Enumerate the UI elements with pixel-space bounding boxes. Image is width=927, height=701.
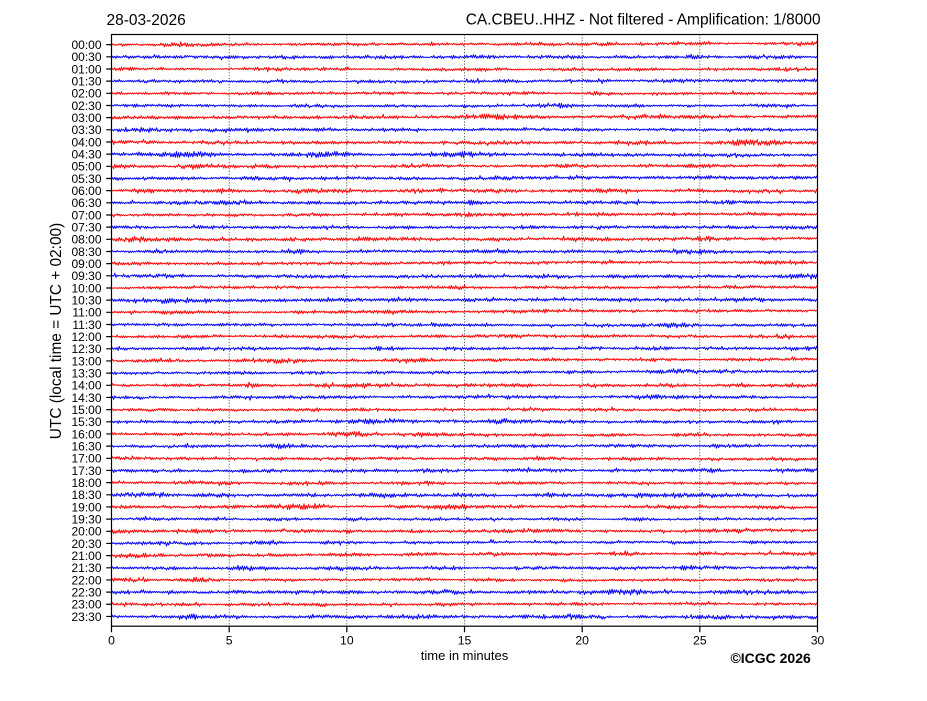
svg-text:13:00: 13:00 (71, 354, 101, 368)
svg-text:time in minutes: time in minutes (421, 648, 509, 663)
svg-text:08:30: 08:30 (71, 245, 101, 259)
svg-text:20:00: 20:00 (71, 525, 101, 539)
svg-text:14:00: 14:00 (71, 379, 101, 393)
svg-text:03:30: 03:30 (71, 123, 101, 137)
svg-text:06:30: 06:30 (71, 196, 101, 210)
svg-text:02:00: 02:00 (71, 87, 101, 101)
svg-text:22:30: 22:30 (71, 585, 101, 599)
svg-text:19:00: 19:00 (71, 500, 101, 514)
svg-text:00:00: 00:00 (71, 38, 101, 52)
svg-text:0: 0 (108, 634, 115, 648)
svg-text:00:30: 00:30 (71, 50, 101, 64)
svg-text:11:00: 11:00 (72, 306, 101, 320)
svg-text:11:30: 11:30 (72, 318, 101, 332)
svg-text:CA.CBEU..HHZ - Not filtered -: CA.CBEU..HHZ - Not filtered - Amplificat… (466, 12, 821, 29)
svg-text:09:00: 09:00 (71, 257, 101, 271)
svg-text:30: 30 (811, 634, 825, 648)
svg-text:06:00: 06:00 (71, 184, 101, 198)
svg-text:02:30: 02:30 (71, 99, 101, 113)
svg-text:09:30: 09:30 (71, 269, 101, 283)
svg-text:28-03-2026: 28-03-2026 (107, 12, 186, 29)
svg-text:12:00: 12:00 (71, 330, 101, 344)
svg-text:20:30: 20:30 (71, 537, 101, 551)
svg-text:23:30: 23:30 (71, 610, 101, 624)
svg-text:04:30: 04:30 (71, 147, 101, 161)
svg-text:16:00: 16:00 (71, 427, 101, 441)
svg-text:15: 15 (458, 634, 472, 648)
svg-text:25: 25 (693, 634, 707, 648)
svg-text:08:00: 08:00 (71, 233, 101, 247)
svg-text:18:00: 18:00 (71, 476, 101, 490)
svg-text:14:30: 14:30 (71, 391, 101, 405)
svg-text:03:00: 03:00 (71, 111, 101, 125)
svg-text:04:00: 04:00 (71, 135, 101, 149)
svg-text:07:00: 07:00 (71, 208, 101, 222)
svg-text:10:30: 10:30 (71, 293, 101, 307)
svg-text:07:30: 07:30 (71, 220, 101, 234)
svg-text:16:30: 16:30 (71, 439, 101, 453)
svg-text:23:00: 23:00 (71, 598, 101, 612)
svg-text:17:00: 17:00 (71, 452, 101, 466)
svg-text:10:00: 10:00 (71, 281, 101, 295)
svg-text:©ICGC 2026: ©ICGC 2026 (730, 650, 811, 666)
svg-text:15:30: 15:30 (71, 415, 101, 429)
svg-text:5: 5 (226, 634, 233, 648)
svg-text:15:00: 15:00 (71, 403, 101, 417)
svg-text:UTC (local time = UTC + 02:00): UTC (local time = UTC + 02:00) (48, 223, 65, 439)
svg-text:19:30: 19:30 (71, 512, 101, 526)
svg-text:12:30: 12:30 (71, 342, 101, 356)
svg-text:21:00: 21:00 (71, 549, 101, 563)
svg-text:21:30: 21:30 (71, 561, 101, 575)
svg-text:05:30: 05:30 (71, 172, 101, 186)
svg-text:05:00: 05:00 (71, 160, 101, 174)
svg-text:22:00: 22:00 (71, 573, 101, 587)
svg-text:10: 10 (340, 634, 354, 648)
svg-text:13:30: 13:30 (71, 366, 101, 380)
svg-text:01:30: 01:30 (71, 74, 101, 88)
svg-text:18:30: 18:30 (71, 488, 101, 502)
svg-text:20: 20 (575, 634, 589, 648)
svg-text:01:00: 01:00 (71, 62, 101, 76)
svg-text:17:30: 17:30 (71, 464, 101, 478)
